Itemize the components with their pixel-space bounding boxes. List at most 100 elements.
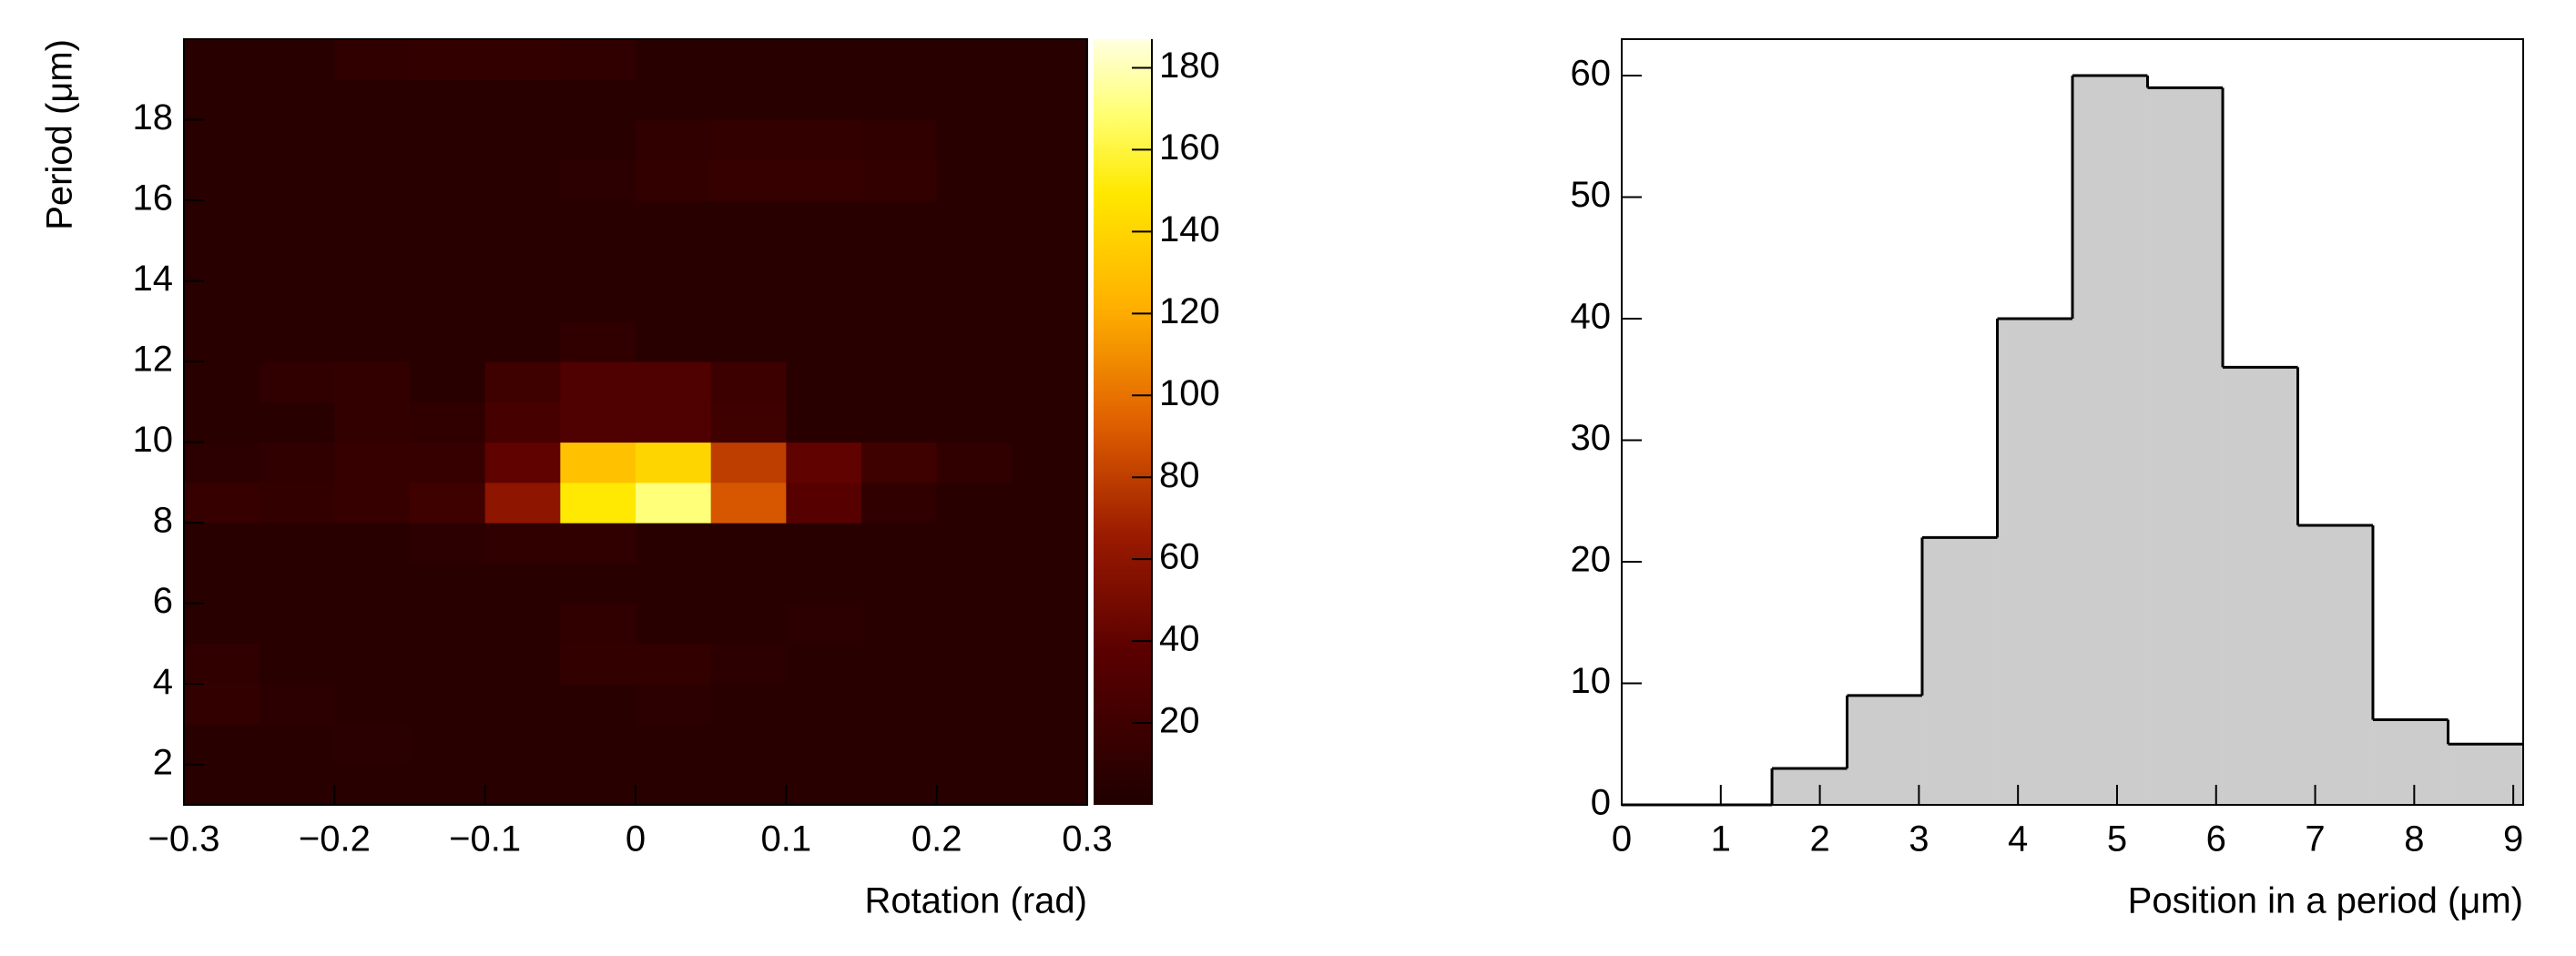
histogram-bar [1847, 695, 1922, 805]
heat-cell [259, 482, 335, 524]
heat-cell [786, 200, 862, 241]
heat-cell [184, 643, 260, 685]
heat-cell [710, 724, 787, 766]
heat-cell [1012, 280, 1088, 322]
heat-cell [334, 159, 411, 201]
heat-cell [259, 442, 335, 483]
heat-cell [334, 643, 411, 685]
z-tick-label: 120 [1159, 291, 1220, 331]
heat-cell [710, 240, 787, 282]
heat-cell [936, 643, 1013, 685]
heat-cell [410, 482, 486, 524]
heat-cell [861, 320, 938, 362]
heat-cell [184, 39, 260, 80]
y-tick-label: 12 [133, 340, 174, 380]
x-tick-label: 4 [2008, 819, 2028, 859]
heat-cell [184, 159, 260, 201]
heat-cell [1012, 442, 1088, 483]
histogram-bar [1921, 537, 1998, 805]
x-tick-label: −0.1 [449, 819, 521, 859]
heat-cell [184, 523, 260, 564]
heat-cell [1012, 684, 1088, 725]
heat-cell [184, 402, 260, 443]
heat-cell [184, 240, 260, 282]
heat-cell [636, 240, 712, 282]
heat-cell [636, 684, 712, 725]
heat-cell [786, 684, 862, 725]
heat-cell [334, 79, 411, 121]
heat-cell [786, 442, 862, 483]
heat-cell [936, 442, 1013, 483]
y-tick-label: 60 [1571, 54, 1612, 94]
heat-cell [410, 361, 486, 402]
heat-cell [484, 361, 561, 402]
heat-cell [259, 523, 335, 564]
heat-cell [636, 361, 712, 402]
heat-cell [636, 119, 712, 161]
heat-cell [861, 603, 938, 645]
heat-cell [259, 764, 335, 806]
heat-cell [560, 240, 636, 282]
heat-cell [861, 482, 938, 524]
heat-cell [936, 724, 1013, 766]
heat-cell [560, 563, 636, 605]
heat-cell [861, 200, 938, 241]
color-bar [1094, 39, 1152, 805]
heat-cell [259, 684, 335, 725]
heat-cell [786, 280, 862, 322]
heat-cell [1012, 643, 1088, 685]
z-tick-label: 160 [1159, 127, 1220, 168]
heat-cell [484, 119, 561, 161]
heat-cell [786, 603, 862, 645]
heat-cell [184, 724, 260, 766]
heat-cell [936, 764, 1013, 806]
heat-cell [560, 684, 636, 725]
heat-cell [710, 402, 787, 443]
heat-cell [410, 684, 486, 725]
heat-cell [786, 79, 862, 121]
heat-cell [484, 402, 561, 443]
x-axis-label: Rotation (rad) [864, 881, 1087, 921]
heat-cell [184, 361, 260, 402]
heat-cell [560, 280, 636, 322]
heat-cell [861, 724, 938, 766]
heat-cell [410, 724, 486, 766]
heat-cell [636, 280, 712, 322]
heat-cell [410, 240, 486, 282]
heat-cell [861, 684, 938, 725]
heat-cell [636, 563, 712, 605]
heat-cell [184, 482, 260, 524]
heat-cell [1012, 603, 1088, 645]
heat-cell [560, 79, 636, 121]
y-tick-label: 6 [153, 581, 173, 621]
x-tick-label: 0.2 [911, 819, 962, 859]
heat-cell [710, 280, 787, 322]
heat-cell [710, 361, 787, 402]
heat-cell [259, 603, 335, 645]
heat-cell [560, 603, 636, 645]
z-tick-label: 80 [1159, 455, 1200, 495]
histogram-bar [2297, 524, 2373, 805]
heat-cell [259, 39, 335, 80]
heat-cell [861, 39, 938, 80]
heat-cell [1012, 764, 1088, 806]
heat-cell [710, 39, 787, 80]
y-tick-label: 30 [1571, 418, 1612, 458]
heat-cell [936, 39, 1013, 80]
heat-cell [560, 39, 636, 80]
heat-cell [259, 724, 335, 766]
heat-cell [560, 523, 636, 564]
heat-cell [259, 79, 335, 121]
x-tick-label: 5 [2107, 819, 2127, 859]
y-tick-label: 14 [133, 259, 174, 299]
x-tick-label: 0.3 [1062, 819, 1113, 859]
heat-cell [786, 764, 862, 806]
heat-cell [710, 764, 787, 806]
heat-cell [936, 684, 1013, 725]
heat-cell [484, 603, 561, 645]
y-tick-label: 20 [1571, 540, 1612, 580]
heat-cell [184, 563, 260, 605]
heat-cell [560, 320, 636, 362]
heat-cell [410, 200, 486, 241]
heat-cell [710, 684, 787, 725]
